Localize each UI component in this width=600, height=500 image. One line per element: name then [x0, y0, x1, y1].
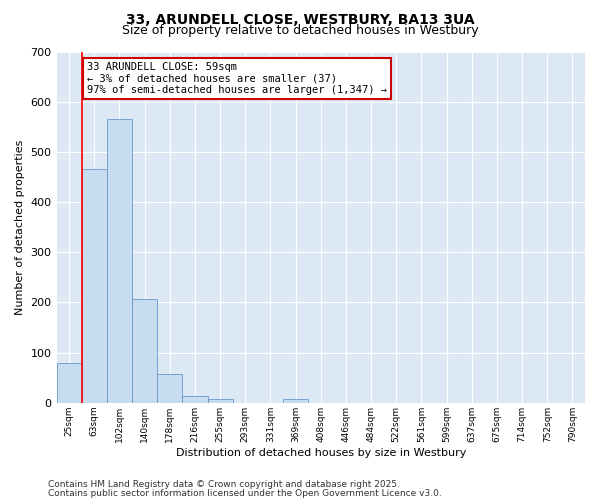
Text: 33, ARUNDELL CLOSE, WESTBURY, BA13 3UA: 33, ARUNDELL CLOSE, WESTBURY, BA13 3UA [125, 12, 475, 26]
Bar [182, 396, 208, 403]
Bar [208, 399, 233, 403]
Text: Contains public sector information licensed under the Open Government Licence v3: Contains public sector information licen… [48, 488, 442, 498]
Text: Contains HM Land Registry data © Crown copyright and database right 2025.: Contains HM Land Registry data © Crown c… [48, 480, 400, 489]
Text: Size of property relative to detached houses in Westbury: Size of property relative to detached ho… [122, 24, 478, 37]
X-axis label: Distribution of detached houses by size in Westbury: Distribution of detached houses by size … [176, 448, 466, 458]
Bar [157, 374, 182, 403]
Text: 33 ARUNDELL CLOSE: 59sqm
← 3% of detached houses are smaller (37)
97% of semi-de: 33 ARUNDELL CLOSE: 59sqm ← 3% of detache… [87, 62, 387, 95]
Bar [82, 170, 107, 403]
Bar [283, 399, 308, 403]
Y-axis label: Number of detached properties: Number of detached properties [15, 140, 25, 315]
Bar [107, 119, 132, 403]
Bar [132, 299, 157, 403]
Bar [56, 362, 82, 403]
